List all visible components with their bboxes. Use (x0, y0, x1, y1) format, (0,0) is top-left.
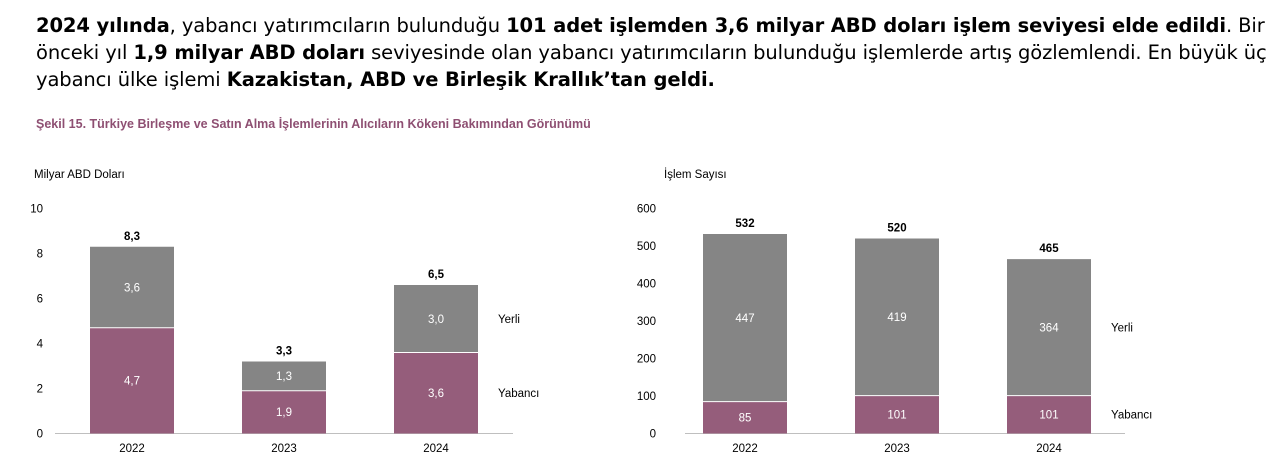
count-data-label-yerli-2023: 419 (887, 312, 906, 324)
chart-count: İşlem Sayısı 0 100 200 300 400 500 600 85 447 532 2… (637, 168, 1153, 455)
value-bar-yerli-2023 (242, 361, 326, 391)
value-data-label-yabanci-2022: 4,7 (124, 376, 140, 388)
value-y-tick-label: 10 (30, 204, 43, 216)
value-total-label-2022: 8,3 (124, 231, 140, 243)
para-bold-previous-year: 1,9 milyar ABD doları (133, 41, 366, 64)
count-y-tick-label: 400 (637, 279, 656, 291)
count-y-tick-label: 600 (637, 204, 656, 216)
value-y-tick-label: 6 (37, 294, 43, 306)
value-bar-yerli-2024 (394, 285, 478, 353)
value-total-label-2024: 6,5 (428, 269, 445, 281)
value-y-tick-label: 2 (37, 384, 43, 396)
count-y-axis-title: İşlem Sayısı (664, 168, 727, 181)
value-y-tick-label: 8 (37, 249, 43, 261)
figure-caption: Şekil 15. Türkiye Birleşme ve Satın Alma… (36, 117, 591, 131)
para-text-1: , yabancı yatırımcıların bulunduğu (169, 14, 507, 37)
value-bar-yabanci-2022 (90, 327, 174, 434)
value-legend-yerli: Yerli (498, 314, 520, 326)
value-data-label-yabanci-2024: 3,6 (428, 388, 444, 400)
para-text-2: . Bir önceki yıl (36, 14, 1265, 64)
count-y-tick-label: 500 (637, 241, 656, 253)
count-y-tick-label: 100 (637, 391, 656, 403)
count-legend-yabanci: Yabancı (1111, 410, 1152, 422)
value-bar-yabanci-2023 (242, 390, 326, 434)
count-y-tick-label: 0 (650, 429, 656, 441)
count-bar-yerli-2024 (1007, 259, 1091, 396)
para-bold-year: 2024 yılında (36, 14, 170, 37)
value-y-tick-label: 0 (37, 429, 43, 441)
count-bar-yabanci-2024 (1007, 395, 1091, 434)
count-bar-yerli-2022 (703, 234, 787, 402)
value-data-label-yerli-2023: 1,3 (276, 371, 292, 383)
count-data-label-yabanci-2023: 101 (887, 410, 906, 422)
value-x-tick-label-2023: 2023 (271, 443, 297, 455)
count-data-label-yabanci-2024: 101 (1039, 410, 1058, 422)
para-bold-foreign-deals: 101 adet işlemden 3,6 milyar ABD doları … (506, 14, 1226, 37)
para-text-3: seviyesinde olan yabancı yatırımcıların … (36, 41, 1267, 91)
value-data-label-yabanci-2023: 1,9 (276, 407, 292, 419)
count-data-label-yabanci-2022: 85 (739, 413, 752, 425)
count-bar-yerli-2023 (855, 238, 939, 396)
para-bold-countries: Kazakistan, ABD ve Birleşik Krallık’tan … (226, 68, 715, 91)
value-y-tick-label: 4 (37, 339, 44, 351)
value-y-axis-title: Milyar ABD Doları (34, 169, 125, 181)
value-x-tick-label-2024: 2024 (423, 443, 449, 455)
value-data-label-yerli-2024: 3,0 (428, 314, 444, 326)
count-x-tick-label-2023: 2023 (884, 443, 910, 455)
value-total-label-2023: 3,3 (276, 346, 292, 358)
count-x-tick-label-2024: 2024 (1036, 443, 1062, 455)
count-legend-yerli: Yerli (1111, 322, 1133, 334)
chart-value: Milyar ABD Doları 0 2 4 6 8 10 4,7 3,6 8,3 2022 1,9… (30, 169, 539, 455)
count-y-tick-label: 200 (637, 354, 656, 366)
count-total-label-2022: 532 (735, 218, 754, 230)
count-total-label-2023: 520 (887, 223, 906, 235)
value-x-tick-label-2022: 2022 (119, 443, 145, 455)
count-data-label-yerli-2022: 447 (735, 313, 754, 325)
count-total-label-2024: 465 (1039, 243, 1059, 255)
value-legend-yabanci: Yabancı (498, 388, 539, 400)
count-x-tick-label-2022: 2022 (732, 443, 758, 455)
value-bar-yabanci-2024 (394, 352, 478, 434)
count-bar-yabanci-2022 (703, 401, 787, 434)
value-data-label-yerli-2022: 3,6 (124, 282, 140, 294)
value-bar-yerli-2022 (90, 246, 174, 328)
count-bar-yabanci-2023 (855, 395, 939, 434)
intro-paragraph: 2024 yılında, yabancı yatırımcıların bul… (36, 12, 1271, 93)
count-data-label-yerli-2024: 364 (1039, 322, 1059, 334)
count-y-tick-label: 300 (637, 316, 656, 328)
